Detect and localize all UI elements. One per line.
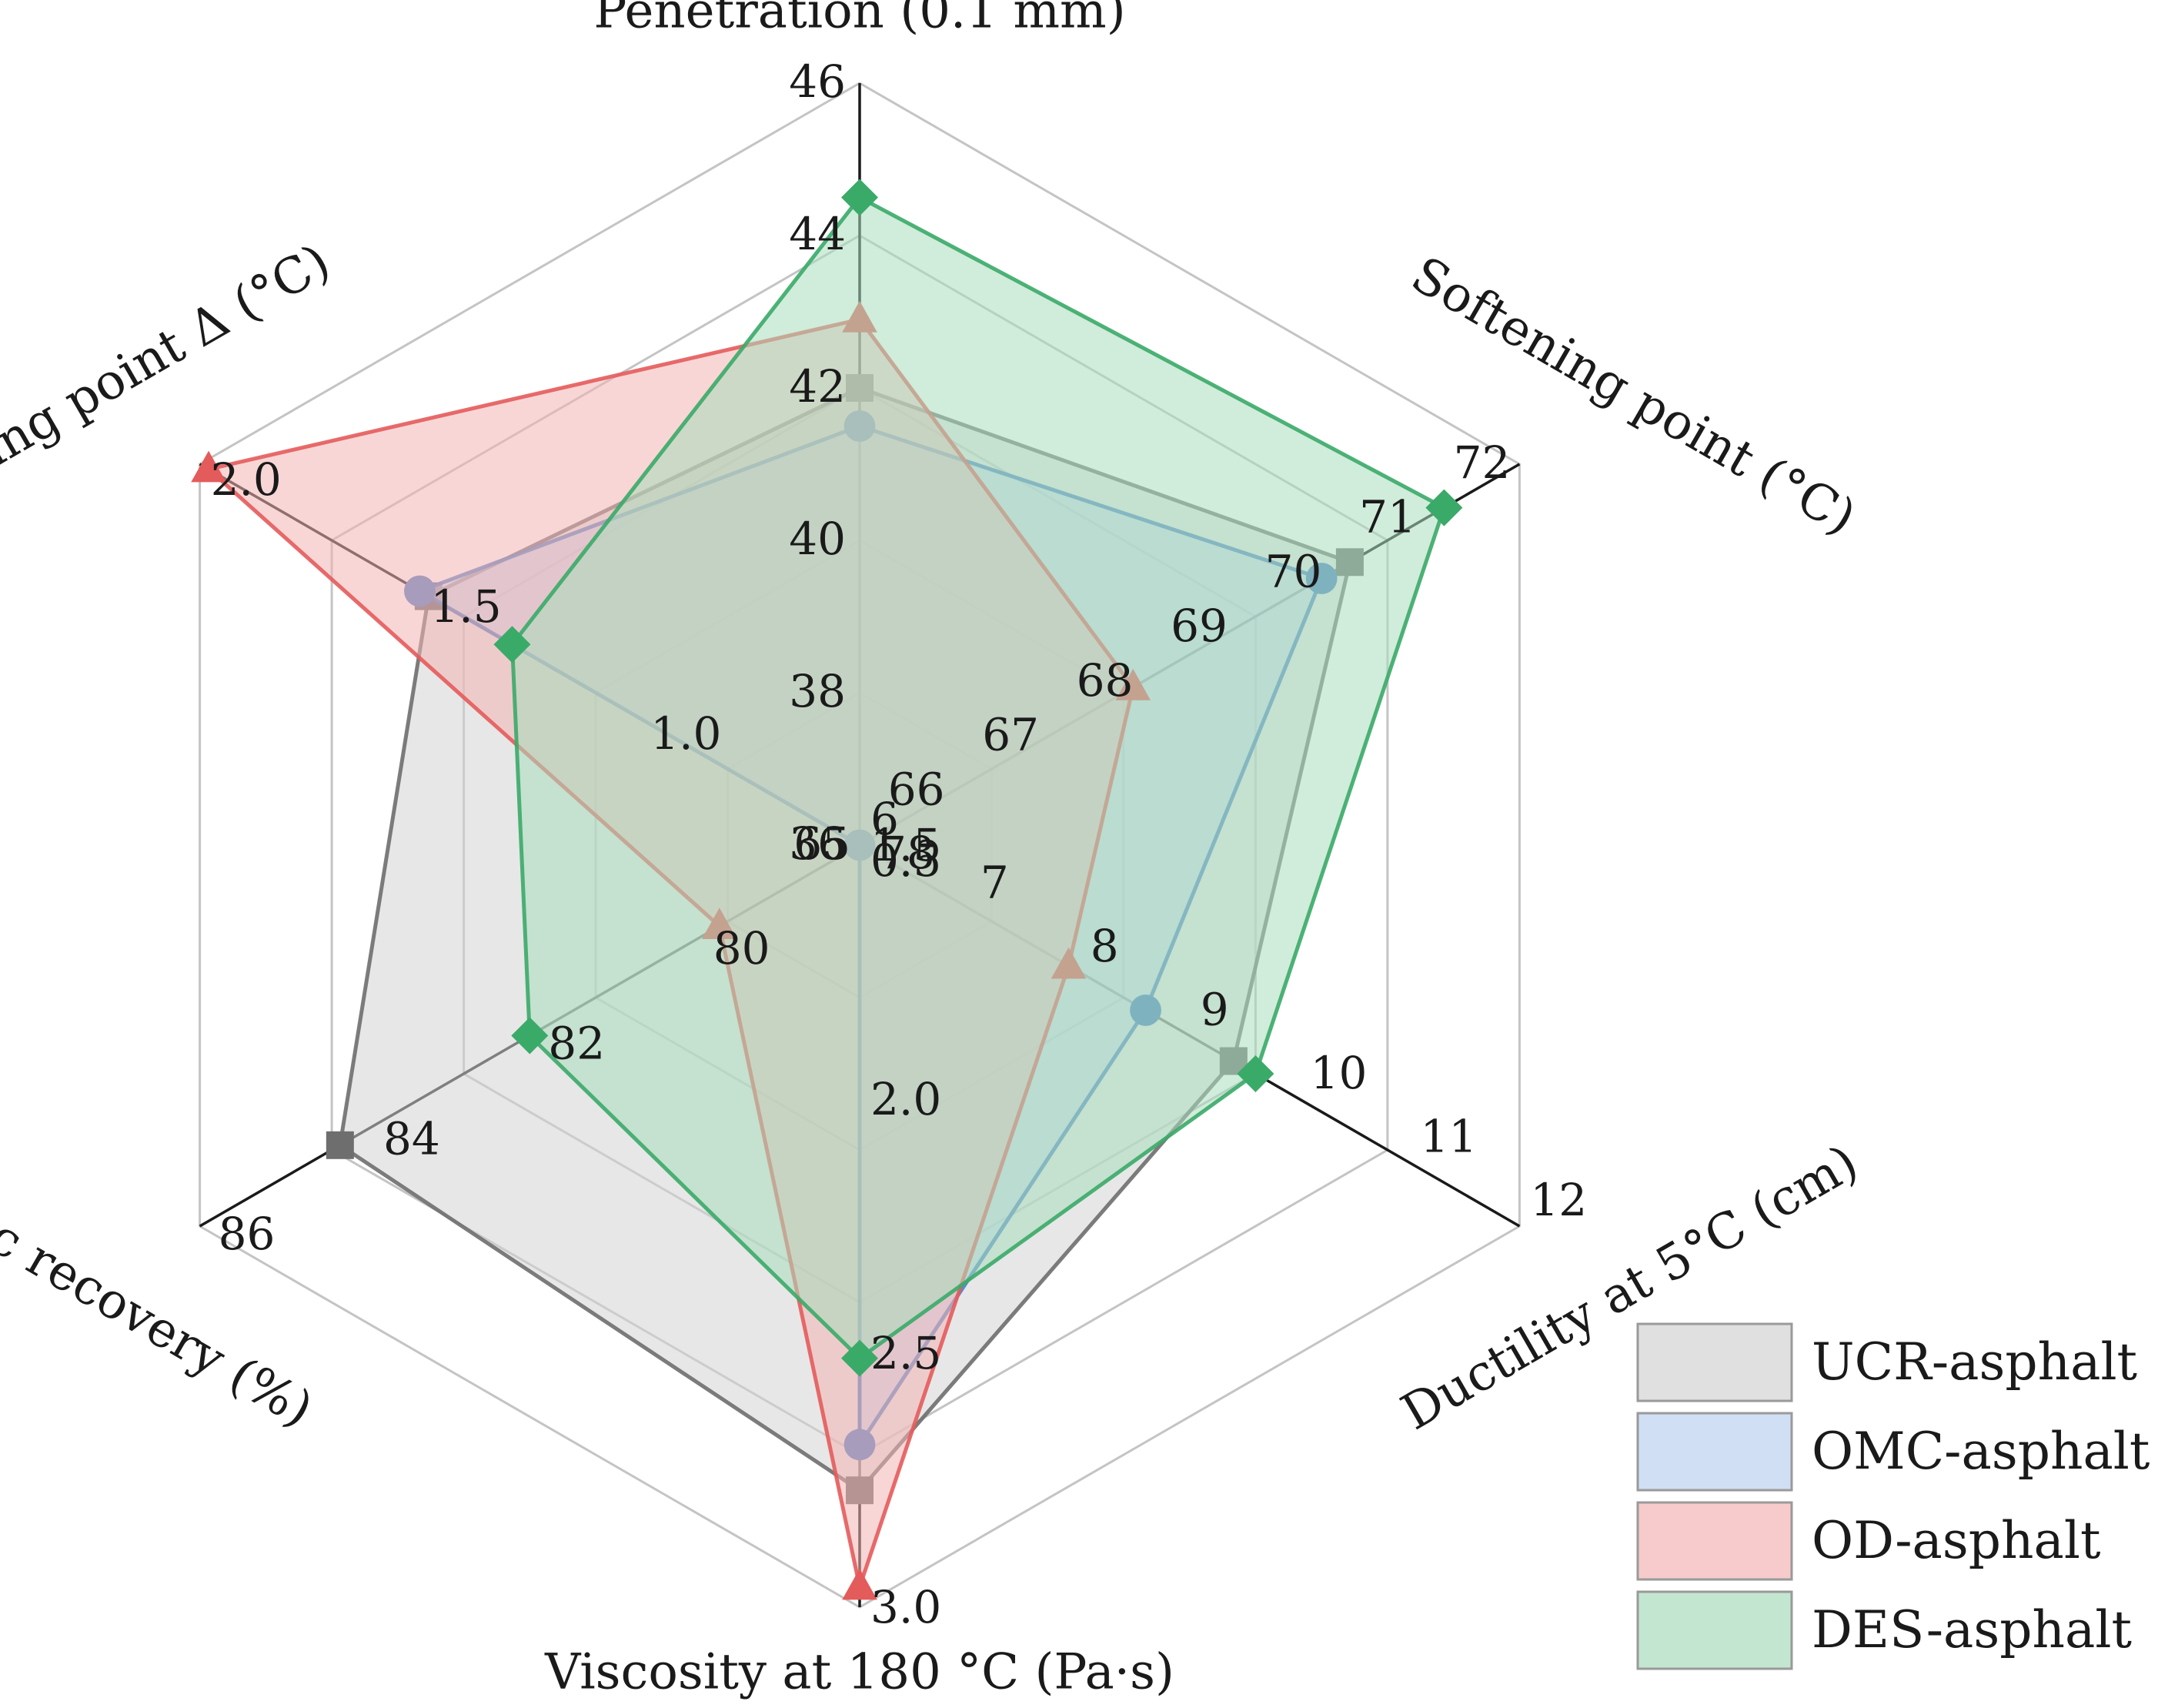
axis-title-viscosity: Viscosity at 180 °C (Pa·s) bbox=[544, 1644, 1174, 1701]
axis-title-ductility: Ductility at 5°C (cm) bbox=[1392, 1135, 1868, 1442]
legend-label-des-asphalt: DES-asphalt bbox=[1812, 1600, 2132, 1660]
axis-title-softening_point: Softening point (°C) bbox=[1402, 246, 1866, 546]
tick-ductility-12: 12 bbox=[1530, 1174, 1587, 1226]
legend: UCR-asphalt OMC-asphalt OD-asphalt DES-asph… bbox=[1636, 1322, 2150, 1670]
tick-elastic_recovery-78: 78 bbox=[878, 827, 935, 879]
tick-ductility-11: 11 bbox=[1421, 1111, 1478, 1163]
data-point-des-asphalt-ductility bbox=[1237, 1055, 1274, 1092]
data-point-od-asphalt-softening_point_delta bbox=[191, 450, 226, 483]
data-point-ucr-asphalt-elastic_recovery bbox=[326, 1131, 354, 1159]
tick-ductility-6: 6 bbox=[870, 793, 899, 845]
tick-viscosity-2.0: 2.0 bbox=[870, 1073, 941, 1125]
tick-penetration-42: 42 bbox=[789, 360, 846, 413]
legend-item-ucr-asphalt: UCR-asphalt bbox=[1636, 1322, 2137, 1402]
tick-softening_point-72: 72 bbox=[1454, 436, 1511, 489]
tick-ductility-8: 8 bbox=[1091, 920, 1119, 972]
data-point-od-asphalt-viscosity bbox=[842, 1568, 877, 1600]
tick-elastic_recovery-82: 82 bbox=[548, 1018, 605, 1070]
legend-swatch-ucr-asphalt bbox=[1636, 1322, 1793, 1402]
tick-softening_point-65: 65 bbox=[793, 817, 850, 870]
tick-viscosity-2.5: 2.5 bbox=[870, 1327, 941, 1379]
tick-softening_point_delta-1.5: 1.5 bbox=[430, 580, 501, 633]
tick-penetration-36: 36 bbox=[789, 817, 846, 870]
legend-swatch-od-asphalt bbox=[1636, 1501, 1793, 1581]
tick-penetration-38: 38 bbox=[789, 665, 846, 717]
tick-softening_point-67: 67 bbox=[982, 709, 1039, 761]
radar-series bbox=[191, 179, 1463, 1600]
tick-viscosity-3.0: 3.0 bbox=[870, 1581, 941, 1633]
tick-elastic_recovery-84: 84 bbox=[383, 1112, 440, 1165]
tick-ductility-9: 9 bbox=[1201, 984, 1229, 1036]
tick-softening_point_delta-2.0: 2.0 bbox=[211, 453, 282, 506]
tick-labels: 363840424446656667686970717267891011121.… bbox=[211, 55, 1588, 1633]
tick-softening_point-66: 66 bbox=[888, 763, 945, 815]
legend-swatch-omc-asphalt bbox=[1636, 1412, 1793, 1492]
data-point-des-asphalt-softening_point_delta bbox=[493, 626, 531, 663]
tick-ductility-7: 7 bbox=[980, 857, 1009, 909]
tick-penetration-46: 46 bbox=[789, 55, 846, 108]
series-des-asphalt bbox=[493, 179, 1463, 1377]
tick-ductility-10: 10 bbox=[1311, 1047, 1368, 1099]
tick-softening_point-70: 70 bbox=[1265, 545, 1322, 597]
tick-softening_point-69: 69 bbox=[1171, 600, 1228, 652]
legend-label-ucr-asphalt: UCR-asphalt bbox=[1812, 1332, 2137, 1392]
tick-softening_point_delta-1.0: 1.0 bbox=[650, 707, 721, 760]
legend-item-od-asphalt: OD-asphalt bbox=[1636, 1501, 2101, 1581]
legend-swatch-des-asphalt bbox=[1636, 1590, 1793, 1670]
tick-penetration-40: 40 bbox=[789, 513, 846, 565]
legend-label-od-asphalt: OD-asphalt bbox=[1812, 1511, 2101, 1570]
tick-elastic_recovery-80: 80 bbox=[713, 922, 770, 974]
tick-elastic_recovery-86: 86 bbox=[219, 1208, 276, 1260]
tick-softening_point-68: 68 bbox=[1077, 654, 1134, 707]
tick-penetration-44: 44 bbox=[789, 208, 846, 260]
tick-softening_point_delta-0.5: 0.5 bbox=[870, 834, 941, 887]
legend-item-omc-asphalt: OMC-asphalt bbox=[1636, 1412, 2150, 1492]
tick-viscosity-1.5: 1.5 bbox=[870, 819, 941, 871]
data-point-des-asphalt-viscosity bbox=[841, 1339, 878, 1377]
data-point-des-asphalt-penetration bbox=[841, 179, 878, 216]
data-point-des-asphalt-softening_point bbox=[1425, 489, 1463, 526]
data-point-des-asphalt-elastic_recovery bbox=[511, 1017, 549, 1055]
legend-label-omc-asphalt: OMC-asphalt bbox=[1812, 1422, 2150, 1481]
axis-title-penetration: Penetration (0.1 mm) bbox=[593, 0, 1125, 39]
legend-item-des-asphalt: DES-asphalt bbox=[1636, 1590, 2132, 1670]
tick-softening_point-71: 71 bbox=[1359, 491, 1416, 543]
